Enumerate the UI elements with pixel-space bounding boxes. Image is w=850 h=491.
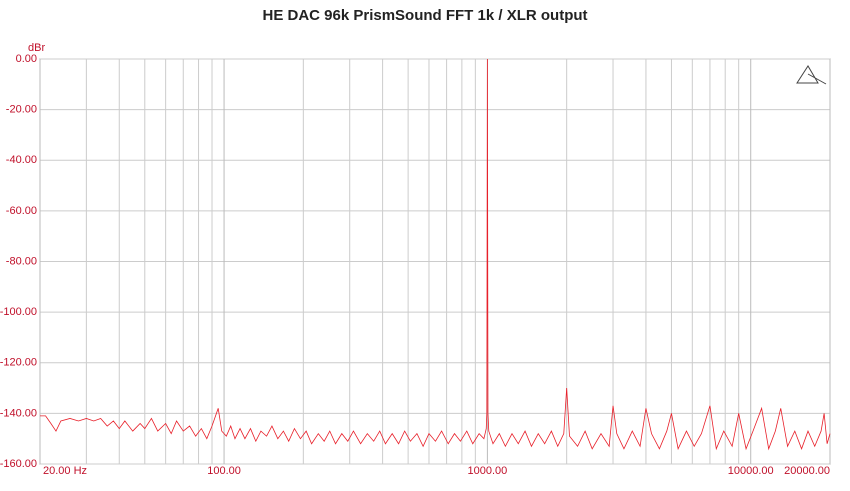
x-tick-label: 10000.00 bbox=[728, 465, 774, 477]
x-tick-label: 20000.00 bbox=[784, 465, 830, 477]
spectrum-line bbox=[40, 58, 831, 451]
y-tick-label: -100.00 bbox=[0, 306, 37, 318]
chart-title: HE DAC 96k PrismSound FFT 1k / XLR outpu… bbox=[262, 7, 587, 24]
y-tick-label: -20.00 bbox=[6, 104, 37, 116]
y-tick-label: -120.00 bbox=[0, 357, 37, 369]
y-tick-label: -140.00 bbox=[0, 407, 37, 419]
y-tick-label: -80.00 bbox=[6, 255, 37, 267]
y-tick-label: 0.00 bbox=[16, 53, 37, 65]
y-tick-label: -160.00 bbox=[0, 458, 37, 470]
y-tick-label: -60.00 bbox=[6, 205, 37, 217]
x-tick-label: 1000.00 bbox=[468, 465, 508, 477]
y-tick-label: -40.00 bbox=[6, 154, 37, 166]
x-tick-label: 20.00 Hz bbox=[43, 465, 87, 477]
y-axis-label: dBr bbox=[28, 42, 45, 54]
logo-icon bbox=[796, 65, 827, 85]
x-tick-label: 100.00 bbox=[207, 465, 241, 477]
